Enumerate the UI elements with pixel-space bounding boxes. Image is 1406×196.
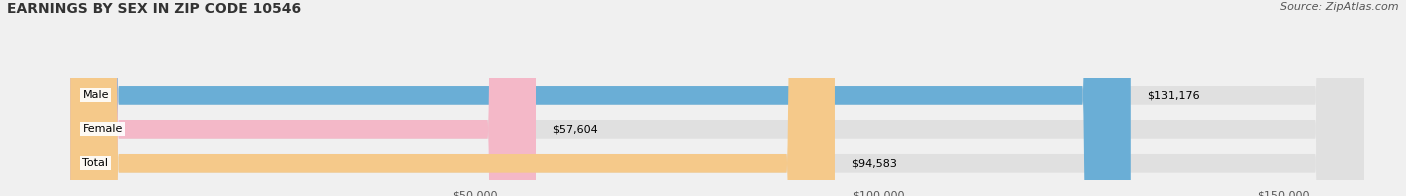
FancyBboxPatch shape xyxy=(70,0,536,196)
FancyBboxPatch shape xyxy=(70,0,1364,196)
Text: Female: Female xyxy=(83,124,122,134)
FancyBboxPatch shape xyxy=(70,0,1364,196)
Text: $57,604: $57,604 xyxy=(553,124,598,134)
Text: Male: Male xyxy=(83,90,108,100)
Text: $131,176: $131,176 xyxy=(1147,90,1199,100)
FancyBboxPatch shape xyxy=(70,0,835,196)
Text: Total: Total xyxy=(83,158,108,168)
Text: Source: ZipAtlas.com: Source: ZipAtlas.com xyxy=(1281,2,1399,12)
FancyBboxPatch shape xyxy=(70,0,1364,196)
FancyBboxPatch shape xyxy=(70,0,1130,196)
Text: $94,583: $94,583 xyxy=(851,158,897,168)
Text: EARNINGS BY SEX IN ZIP CODE 10546: EARNINGS BY SEX IN ZIP CODE 10546 xyxy=(7,2,301,16)
